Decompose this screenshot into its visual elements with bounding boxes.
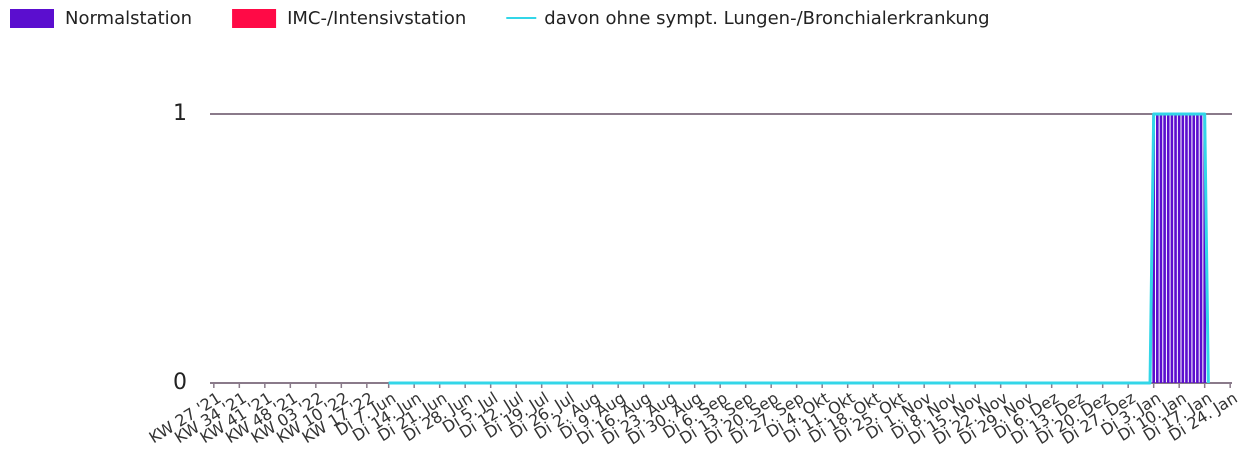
legend-swatch [232,9,277,28]
line [388,112,1210,385]
legend-swatch [10,9,54,28]
bar [1163,114,1166,383]
legend-label: davon ohne sympt. Lungen-/Bronchialerkra… [544,8,989,29]
bar [1156,114,1159,383]
y-tick-label: 0 [173,370,187,395]
bar [1174,114,1177,383]
bar [1166,114,1170,383]
bar [1177,114,1181,383]
bar [1196,114,1199,383]
bar [1170,114,1174,383]
legend-label: Normalstation [65,8,192,29]
bar [1199,114,1203,383]
bar [1203,114,1206,383]
bar [1192,114,1196,383]
bar [1152,114,1155,383]
bar [1159,114,1163,383]
bar [1185,114,1188,383]
y-tick-label: 1 [173,101,187,126]
legend-label: IMC-/Intensivstation [287,8,466,29]
bar [1188,114,1192,383]
bar [1181,114,1185,383]
